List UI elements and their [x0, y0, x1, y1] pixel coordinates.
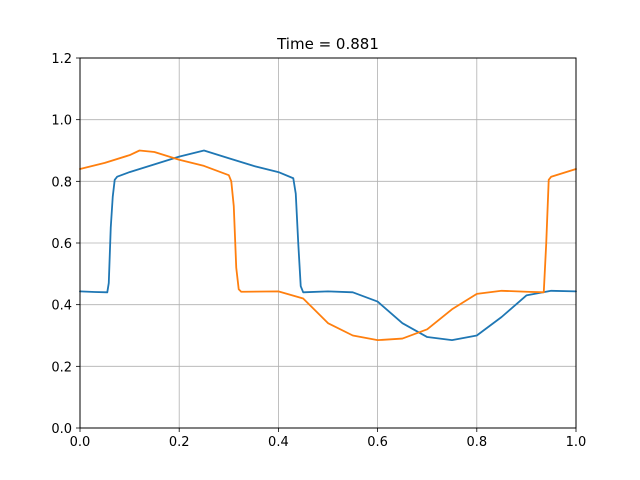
y-tick-label: 0.6 — [51, 237, 72, 252]
series-line-2 — [79, 149, 577, 342]
y-tick-label: 0.8 — [51, 175, 72, 190]
y-tick-label: 0.0 — [51, 422, 72, 437]
y-tick-label: 1.0 — [51, 114, 72, 129]
ticks: 0.0 0.2 0.4 0.6 0.8 1.0 0.0 0.2 0.4 0.6 0.8 1.0 1.2 — [51, 52, 586, 450]
x-tick-label: 1.0 — [566, 435, 587, 450]
x-tick-label: 0.8 — [466, 435, 487, 450]
chart-title: Time = 0.881 — [276, 35, 379, 53]
series-line-1 — [79, 149, 577, 342]
x-tick-label: 0.4 — [268, 435, 289, 450]
x-tick-label: 0.2 — [169, 435, 190, 450]
series-group — [79, 149, 577, 342]
y-tick-label: 0.2 — [51, 360, 72, 375]
y-tick-label: 0.4 — [51, 299, 72, 314]
x-tick-label: 0.0 — [70, 435, 91, 450]
y-tick-label: 1.2 — [51, 52, 72, 67]
x-tick-label: 0.6 — [367, 435, 388, 450]
